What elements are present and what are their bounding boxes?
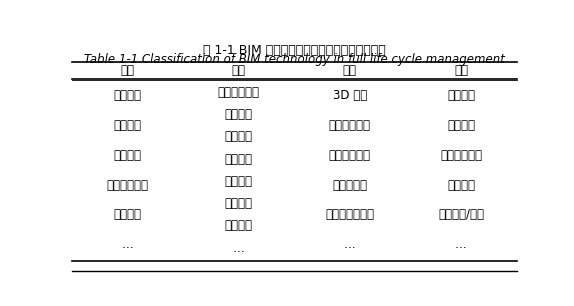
Text: 三维控制和规划: 三维控制和规划 [325,208,374,221]
Text: 能量分析: 能量分析 [224,130,253,143]
Text: …: … [344,238,356,251]
Text: 设计方案论证: 设计方案论证 [218,86,259,99]
Text: 规划文本编制: 规划文本编制 [106,179,148,192]
Text: 3D 协调: 3D 协调 [333,89,367,103]
Text: 规划: 规划 [121,64,134,77]
Text: …: … [232,242,245,255]
Text: 设计建模: 设计建模 [224,108,253,121]
Text: …: … [455,238,467,251]
Text: 数字化加工: 数字化加工 [332,179,367,192]
Text: 结构分析: 结构分析 [224,153,253,166]
Text: 现状建模: 现状建模 [113,89,141,103]
Text: 施工: 施工 [343,64,357,77]
Text: Table 1-1 Classification of BIM technology in full life cycle management: Table 1-1 Classification of BIM technolo… [84,53,505,66]
Text: 记录模型: 记录模型 [447,89,475,103]
Text: 成本预算: 成本预算 [113,119,141,132]
Text: 表 1-1 BIM 技术在全生命周期管理中的应用分类: 表 1-1 BIM 技术在全生命周期管理中的应用分类 [203,44,386,57]
Text: 设备分析: 设备分析 [224,175,253,188]
Text: 场地分析: 场地分析 [113,208,141,221]
Text: 规范验证: 规范验证 [224,219,253,233]
Text: 运维: 运维 [454,64,468,77]
Text: …: … [122,238,133,251]
Text: 施工系统设计: 施工系统设计 [329,149,371,162]
Text: 维护加护: 维护加护 [447,119,475,132]
Text: 资产管理: 资产管理 [447,179,475,192]
Text: 场地使用规划: 场地使用规划 [329,119,371,132]
Text: 阶段规划: 阶段规划 [113,149,141,162]
Text: 建筑系统分析: 建筑系统分析 [440,149,482,162]
Text: 空间管理/溯源: 空间管理/溯源 [438,208,484,221]
Text: 设计: 设计 [231,64,246,77]
Text: 绿色设计: 绿色设计 [224,197,253,210]
